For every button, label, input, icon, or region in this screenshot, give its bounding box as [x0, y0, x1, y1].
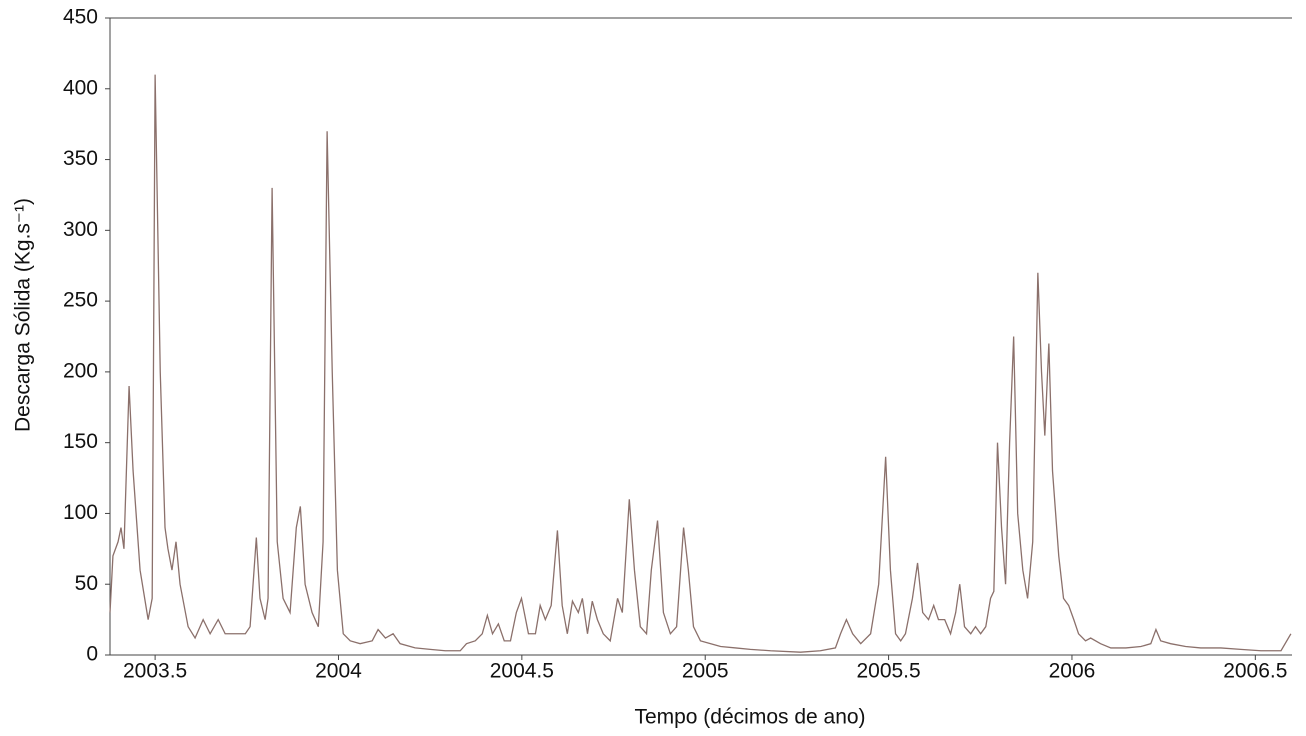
y-tick-label: 450: [63, 6, 98, 29]
x-tick-label: 2006: [1049, 660, 1096, 683]
x-tick-label: 2005.5: [856, 660, 920, 683]
y-tick-label: 0: [86, 643, 98, 666]
y-tick-label: 350: [63, 147, 98, 170]
y-axis-title: Descarga Sólida (Kg.s⁻¹): [12, 198, 35, 432]
y-tick-label: 150: [63, 430, 98, 453]
x-tick-label: 2004: [315, 660, 362, 683]
y-tick-label: 400: [63, 76, 98, 99]
y-tick-label: 100: [63, 501, 98, 524]
x-tick-label: 2006.5: [1223, 660, 1287, 683]
x-tick-label: 2005: [682, 660, 729, 683]
y-tick-label: 200: [63, 359, 98, 382]
x-axis-title: Tempo (décimos de ano): [634, 706, 865, 729]
x-tick-label: 2003.5: [123, 660, 187, 683]
y-tick-label: 300: [63, 218, 98, 241]
y-tick-label: 50: [75, 572, 98, 595]
y-tick-label: 250: [63, 289, 98, 312]
x-tick-label: 2004.5: [490, 660, 554, 683]
data-line: [109, 74, 1292, 653]
